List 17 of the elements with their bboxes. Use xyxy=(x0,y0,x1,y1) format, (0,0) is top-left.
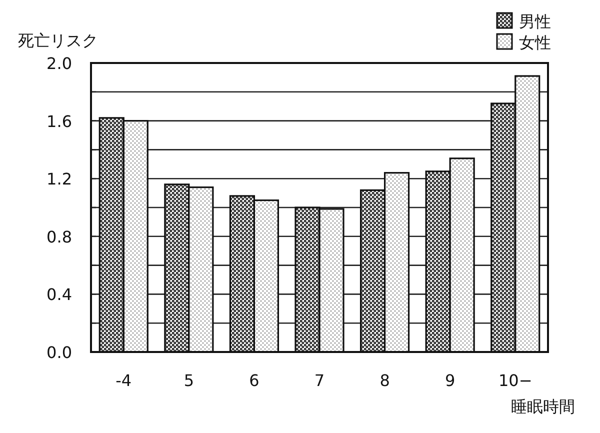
x-tick-label: 7 xyxy=(314,371,325,390)
x-tick-label: -4 xyxy=(116,371,132,390)
y-tick-label: 0.4 xyxy=(46,285,72,304)
x-tick-label: 8 xyxy=(380,371,390,390)
legend-label: 女性 xyxy=(519,33,551,52)
legend-label: 男性 xyxy=(519,12,551,31)
x-tick-label: 6 xyxy=(249,371,260,390)
y-tick-label: 0.8 xyxy=(46,227,72,246)
x-axis-title: 睡眠時間 xyxy=(511,397,575,416)
y-tick-label: 2.0 xyxy=(46,54,72,73)
y-axis-title: 死亡リスク xyxy=(18,31,98,50)
y-tick-label: 1.6 xyxy=(46,112,72,131)
x-tick-label: 10− xyxy=(498,371,532,390)
y-tick-label: 0.0 xyxy=(46,343,72,362)
x-tick-label: 5 xyxy=(184,371,194,390)
y-tick-label: 1.2 xyxy=(46,170,72,189)
x-tick-label: 9 xyxy=(444,371,456,390)
